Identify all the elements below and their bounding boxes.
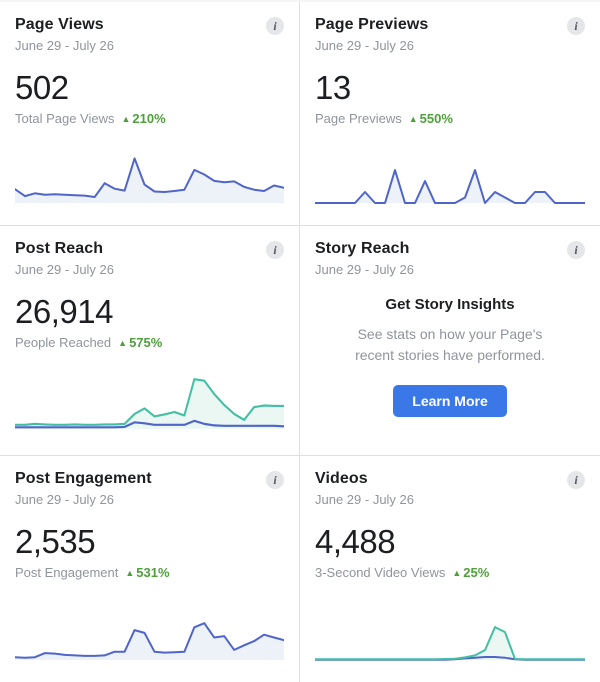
sparkline-svg — [15, 378, 284, 429]
info-icon[interactable]: i — [567, 17, 585, 35]
card-header: Videos June 29 - July 26 i — [315, 469, 585, 507]
date-range: June 29 - July 26 — [315, 492, 415, 508]
videos-sparkline — [315, 612, 585, 662]
date-range: June 29 - July 26 — [15, 262, 115, 278]
sparkline-svg — [15, 157, 284, 203]
post-engagement-sparkline — [15, 612, 284, 662]
card-title: Post Reach — [15, 240, 104, 257]
card-header: Post Reach June 29 - July 26 i — [15, 239, 284, 277]
card-title: Videos — [315, 470, 368, 487]
delta-value: 531% — [136, 565, 170, 581]
up-arrow-icon: ▲ — [125, 568, 135, 579]
card-title: Page Views — [15, 16, 104, 33]
metric-label: Total Page Views — [15, 111, 115, 127]
card-heading-group: Videos June 29 - July 26 — [315, 469, 414, 507]
metric-row: Page Previews ▲ 550% — [315, 111, 585, 126]
card-title: Page Previews — [315, 16, 429, 33]
metric-label: Page Previews — [315, 111, 402, 127]
date-range: June 29 - July 26 — [315, 262, 415, 278]
story-upsell: Get Story Insights See stats on how your… — [315, 277, 585, 418]
delta-badge: ▲ 575% — [111, 335, 162, 350]
page-previews-sparkline — [315, 155, 585, 205]
page-views-sparkline — [15, 155, 284, 205]
delta-value: 210% — [132, 111, 166, 127]
sparkline-svg — [15, 622, 284, 660]
delta-value: 550% — [419, 111, 453, 127]
story-reach-card: Story Reach June 29 - July 26 i Get Stor… — [300, 226, 600, 456]
date-range: June 29 - July 26 — [315, 38, 415, 54]
card-heading-group: Post Reach June 29 - July 26 — [15, 239, 114, 277]
date-range: June 29 - July 26 — [15, 38, 115, 54]
delta-badge: ▲ 550% — [402, 111, 453, 126]
card-title: Story Reach — [315, 240, 410, 257]
metric-row: People Reached ▲ 575% — [15, 335, 284, 350]
card-heading-group: Page Views June 29 - July 26 — [15, 15, 114, 53]
date-range: June 29 - July 26 — [15, 492, 115, 508]
up-arrow-icon: ▲ — [121, 114, 131, 125]
card-heading-group: Post Engagement June 29 - July 26 — [15, 469, 152, 507]
delta-value: 25% — [463, 565, 490, 581]
sparkline-svg — [315, 626, 585, 661]
up-arrow-icon: ▲ — [452, 568, 462, 579]
sparkline-svg — [315, 169, 585, 204]
info-icon[interactable]: i — [567, 241, 585, 259]
metric-value: 502 — [15, 69, 69, 107]
metric-value: 13 — [315, 69, 351, 107]
info-icon[interactable]: i — [266, 241, 284, 259]
metric-row: Total Page Views ▲ 210% — [15, 111, 284, 126]
metric-label: Post Engagement — [15, 565, 119, 581]
post-reach-sparkline — [15, 377, 284, 431]
metric-label: People Reached — [15, 335, 112, 351]
story-description: See stats on how your Page's recent stor… — [355, 326, 545, 364]
info-icon[interactable]: i — [266, 17, 284, 35]
delta-badge: ▲ 25% — [445, 565, 489, 580]
metric-label: 3-Second Video Views — [315, 565, 446, 581]
card-header: Page Views June 29 - July 26 i — [15, 15, 284, 53]
post-reach-card[interactable]: Post Reach June 29 - July 26 i 26,914 Pe… — [0, 226, 300, 456]
card-heading-group: Page Previews June 29 - July 26 — [315, 15, 428, 53]
delta-badge: ▲ 210% — [115, 111, 166, 126]
card-header: Story Reach June 29 - July 26 i — [315, 239, 585, 277]
card-heading-group: Story Reach June 29 - July 26 — [315, 239, 414, 277]
story-headline: Get Story Insights — [385, 296, 515, 314]
card-title: Post Engagement — [15, 470, 152, 487]
metric-row: 3-Second Video Views ▲ 25% — [315, 565, 585, 580]
metric-value: 2,535 — [15, 523, 96, 561]
card-header: Post Engagement June 29 - July 26 i — [15, 469, 284, 507]
up-arrow-icon: ▲ — [118, 338, 128, 349]
card-header: Page Previews June 29 - July 26 i — [315, 15, 585, 53]
page-views-card[interactable]: Page Views June 29 - July 26 i 502 Total… — [0, 2, 300, 226]
page-previews-card[interactable]: Page Previews June 29 - July 26 i 13 Pag… — [300, 2, 600, 226]
info-icon[interactable]: i — [266, 471, 284, 489]
learn-more-button[interactable]: Learn More — [393, 385, 507, 418]
delta-badge: ▲ 531% — [118, 565, 169, 580]
info-icon[interactable]: i — [567, 471, 585, 489]
post-engagement-card[interactable]: Post Engagement June 29 - July 26 i 2,53… — [0, 456, 300, 682]
metric-value: 4,488 — [315, 523, 396, 561]
delta-value: 575% — [129, 335, 163, 351]
videos-card[interactable]: Videos June 29 - July 26 i 4,488 3-Secon… — [300, 456, 600, 682]
up-arrow-icon: ▲ — [408, 114, 418, 125]
metric-value: 26,914 — [15, 293, 113, 331]
metric-row: Post Engagement ▲ 531% — [15, 565, 284, 580]
